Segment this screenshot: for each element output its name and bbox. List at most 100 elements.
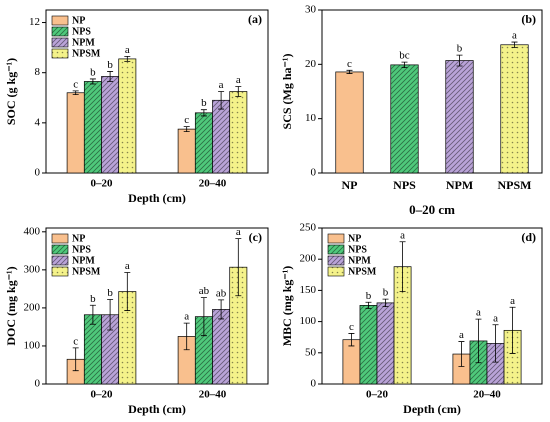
- x-tick-label: NPSM: [498, 178, 532, 192]
- y-tick-label: 12: [29, 16, 40, 28]
- panel-label: (d): [521, 230, 536, 244]
- significance-letter: ab: [216, 287, 227, 299]
- y-axis-label: DOC (mg kg⁻¹): [4, 266, 18, 345]
- error-bar: [124, 55, 131, 62]
- significance-letter: a: [400, 229, 405, 241]
- x-tick-label: 0–20: [91, 389, 114, 401]
- x-tick-label: NPS: [393, 178, 416, 192]
- x-tick-label: NPM: [446, 178, 473, 192]
- error-bar: [399, 241, 406, 293]
- significance-letter: bc: [399, 50, 410, 62]
- significance-letter: c: [73, 78, 78, 90]
- error-bar: [107, 71, 114, 82]
- bar: [229, 91, 248, 174]
- plot-frame: [321, 227, 543, 385]
- error-bar: [365, 301, 372, 309]
- legend-label: NPSM: [72, 48, 101, 59]
- y-axis-label: SCS (Mg ha⁻¹): [280, 54, 294, 130]
- bar: [335, 71, 364, 174]
- significance-letter: c: [349, 321, 354, 333]
- error-bar: [235, 86, 242, 97]
- error-bar: [492, 324, 499, 363]
- error-bar: [89, 78, 96, 85]
- error-bar: [511, 41, 518, 48]
- legend-label: NPS: [72, 244, 91, 255]
- legend-swatch: [51, 15, 69, 26]
- y-axis-label: MBC (mg kg⁻¹): [280, 266, 294, 347]
- error-bar: [456, 54, 463, 67]
- error-bar: [218, 91, 225, 110]
- legend-label: NPS: [348, 244, 367, 255]
- legend-swatch: [51, 26, 69, 37]
- error-bar: [346, 69, 353, 74]
- x-tick-label: 20–40: [473, 389, 501, 401]
- x-axis-label: Depth (cm): [403, 402, 461, 416]
- y-tick-label: 50: [305, 346, 317, 358]
- y-tick-label: 300: [24, 263, 41, 275]
- y-axis-label: SOC (g kg⁻¹): [4, 58, 18, 125]
- significance-letter: b: [107, 59, 113, 71]
- error-bar: [401, 61, 408, 68]
- bar: [101, 76, 120, 174]
- significance-letter: b: [90, 293, 96, 305]
- legend-label: NPSM: [72, 266, 101, 277]
- significance-letter: a: [236, 74, 241, 86]
- y-tick-label: 200: [24, 301, 41, 313]
- y-tick-label: 0: [35, 167, 41, 179]
- y-tick-label: 8: [35, 66, 41, 78]
- error-bar: [235, 238, 242, 297]
- x-tick-label: 20–40: [199, 389, 227, 401]
- bar: [83, 314, 102, 385]
- panel-label: (b): [521, 12, 536, 26]
- significance-letter: a: [184, 311, 189, 323]
- y-tick-label: 0: [311, 378, 317, 390]
- significance-letter: a: [493, 312, 498, 324]
- bar: [212, 309, 231, 385]
- panel-label: (a): [248, 12, 262, 26]
- significance-letter: b: [383, 287, 389, 299]
- legend-swatch: [51, 244, 69, 255]
- legend-label: NPM: [348, 255, 371, 266]
- y-tick-label: 200: [300, 253, 317, 265]
- error-bar: [509, 306, 516, 354]
- y-tick-label: 0: [35, 378, 41, 390]
- legend-swatch: [51, 48, 69, 59]
- legend-label: NP: [72, 233, 85, 244]
- significance-letter: b: [366, 290, 372, 302]
- error-bar: [183, 322, 190, 351]
- error-bar: [72, 90, 79, 96]
- bar: [342, 339, 361, 385]
- y-tick-label: 150: [300, 284, 317, 296]
- significance-letter: a: [125, 44, 130, 56]
- y-tick-label: 10: [305, 112, 317, 124]
- y-tick-label: 20: [305, 58, 317, 70]
- error-bar: [72, 347, 79, 372]
- plot-frame: [45, 9, 269, 174]
- significance-letter: c: [347, 58, 352, 70]
- error-bar: [200, 109, 207, 117]
- legend-swatch: [327, 233, 345, 244]
- error-bar: [124, 272, 131, 311]
- legend-swatch: [327, 255, 345, 266]
- legend-label: NP: [348, 233, 361, 244]
- error-bar: [183, 126, 190, 133]
- legend-swatch: [327, 266, 345, 277]
- significance-letter: c: [184, 114, 189, 126]
- legend-label: NPM: [72, 255, 95, 266]
- bar: [66, 92, 85, 174]
- y-tick-label: 4: [35, 116, 41, 128]
- error-bar: [348, 333, 355, 347]
- error-bar: [107, 299, 114, 331]
- x-axis-label: Depth (cm): [128, 191, 186, 205]
- y-tick-label: 0: [311, 167, 317, 179]
- significance-letter: a: [510, 295, 515, 307]
- bar: [83, 81, 102, 174]
- error-bar: [475, 318, 482, 364]
- bar: [500, 44, 529, 174]
- significance-letter: b: [457, 43, 463, 55]
- significance-letter: a: [236, 226, 241, 238]
- bar: [212, 99, 231, 174]
- significance-letter: a: [476, 307, 481, 319]
- error-bar: [200, 297, 207, 337]
- error-bar: [218, 299, 225, 320]
